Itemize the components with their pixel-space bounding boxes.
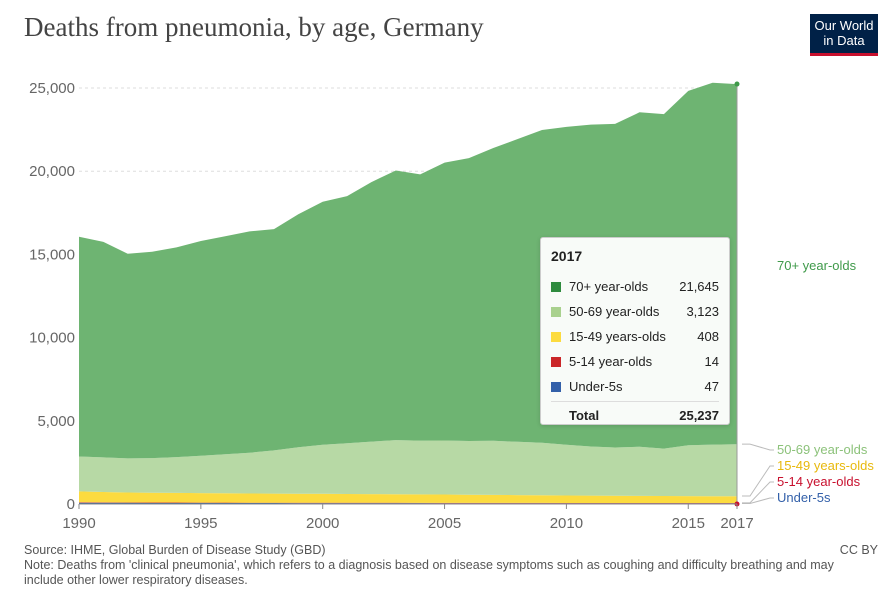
label-connector xyxy=(742,443,774,451)
tooltip-series-name: 70+ year-olds xyxy=(569,279,649,294)
tooltip-year: 2017 xyxy=(551,248,583,264)
y-tick-label: 5,000 xyxy=(37,413,75,430)
legend-swatch xyxy=(551,356,561,367)
tooltip-row: 70+ year-olds 21,645 xyxy=(551,274,719,299)
definition-note: Note: Deaths from 'clinical pneumonia', … xyxy=(24,558,834,587)
x-tick-label: 2017 xyxy=(720,515,753,532)
source-note[interactable]: Source: IHME, Global Burden of Disease S… xyxy=(24,543,326,557)
tooltip-series-name: 5-14 year-olds xyxy=(569,354,653,369)
tooltip-row: 50-69 year-olds 3,123 xyxy=(551,299,719,324)
x-tick-label: 2010 xyxy=(550,515,583,532)
tooltip-total-label: Total xyxy=(569,407,600,423)
label-connector xyxy=(742,465,774,497)
x-tick-label: 1995 xyxy=(184,515,217,532)
tooltip-series-name: 15-49 years-olds xyxy=(569,329,666,344)
area-15-49-years-olds[interactable] xyxy=(79,491,737,503)
tooltip-rows: 70+ year-olds 21,645 50-69 year-olds 3,123 1… xyxy=(551,274,719,399)
owid-logo[interactable]: Our World in Data xyxy=(810,14,878,56)
tooltip-row: Under-5s 47 xyxy=(551,374,719,399)
tooltip-series-name: Under-5s xyxy=(569,379,623,394)
label-connector xyxy=(742,481,774,504)
tooltip-series-value: 3,123 xyxy=(686,304,719,319)
x-axis-ticks: 1990 1995 2000 2005 2010 2015 2017 xyxy=(62,504,754,532)
y-tick-label: 20,000 xyxy=(29,163,75,180)
license-label[interactable]: CC BY xyxy=(839,543,878,557)
chart-title: Deaths from pneumonia, by age, Germany xyxy=(24,12,484,42)
stacked-area-chart[interactable]: 0 5,000 10,000 15,000 20,000 25,000 1990 1995 2… xyxy=(0,0,890,540)
y-tick-label: 10,000 xyxy=(29,330,75,347)
tooltip-series-name: 50-69 year-olds xyxy=(569,304,660,319)
y-axis-ticks: 0 5,000 10,000 15,000 20,000 25,000 xyxy=(29,80,75,513)
legend-swatch xyxy=(551,306,561,317)
end-label-5-14-year-olds: 5-14 year-olds xyxy=(777,474,861,489)
y-tick-label: 25,000 xyxy=(29,80,75,97)
end-label-under-5s: Under-5s xyxy=(777,490,831,505)
end-label-70-year-olds: 70+ year-olds xyxy=(777,258,857,273)
tooltip-total-row: Total 25,237 xyxy=(551,401,719,428)
x-tick-label: 2005 xyxy=(428,515,461,532)
tooltip-series-value: 14 xyxy=(704,354,719,369)
logo-line-2: in Data xyxy=(823,33,865,48)
legend-swatch xyxy=(551,331,561,342)
y-tick-label: 0 xyxy=(67,496,75,513)
end-label-15-49-years-olds: 15-49 years-olds xyxy=(777,458,874,473)
hover-tooltip: 2017 70+ year-olds 21,645 50-69 year-olds 3… xyxy=(540,237,730,425)
legend-swatch xyxy=(551,381,561,392)
y-tick-label: 15,000 xyxy=(29,246,75,263)
x-tick-label: 2000 xyxy=(306,515,339,532)
logo-line-1: Our World xyxy=(814,18,874,33)
tooltip-total-value: 25,237 xyxy=(679,407,719,423)
hover-point xyxy=(734,81,740,87)
tooltip-series-value: 21,645 xyxy=(679,279,719,294)
chart-footer: Source: IHME, Global Burden of Disease S… xyxy=(24,543,874,588)
area-5-14-year-olds[interactable] xyxy=(79,502,737,504)
end-label-50-69-year-olds: 50-69 year-olds xyxy=(777,442,868,457)
tooltip-series-value: 408 xyxy=(697,329,719,344)
x-tick-label: 1990 xyxy=(62,515,95,532)
tooltip-series-value: 47 xyxy=(704,379,719,394)
legend-swatch xyxy=(551,281,561,292)
tooltip-row: 15-49 years-olds 408 xyxy=(551,324,719,349)
label-connector xyxy=(742,497,774,505)
x-tick-label: 2015 xyxy=(672,515,705,532)
tooltip-row: 5-14 year-olds 14 xyxy=(551,349,719,374)
area-50-69-year-olds[interactable] xyxy=(79,440,737,497)
